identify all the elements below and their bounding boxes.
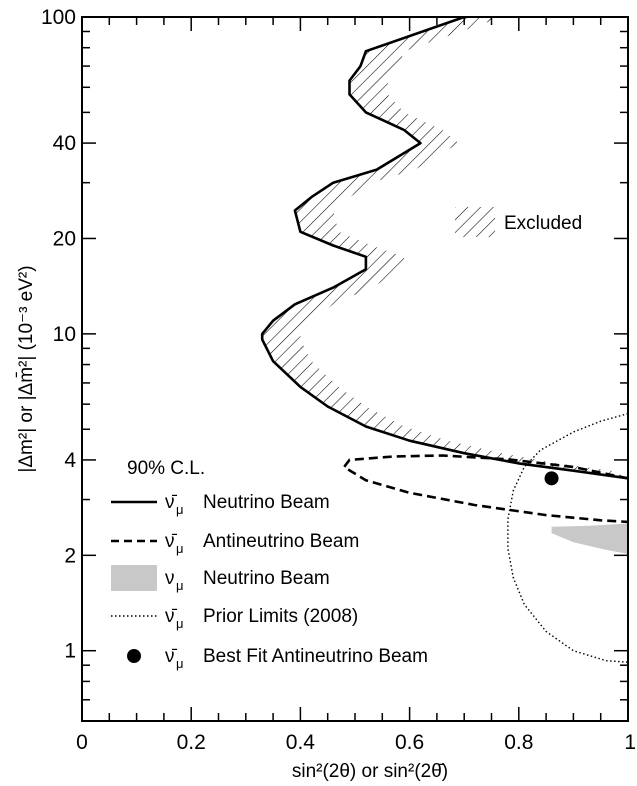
x-tick-labels: 0 0.2 0.4 0.6 0.8 1 [76,731,636,754]
legend-entry-antineutrino_beam: ν̄ μ Antineutrino Beam [111,531,359,556]
y-axis-title: |Δm²| or |Δm̄²| (10⁻³ eV²) [16,265,37,472]
legend-label: Antineutrino Beam [203,531,359,552]
legend-label: Best Fit Antineutrino Beam [203,646,428,667]
x-tick-label: 0.8 [504,731,533,754]
y-tick-labels: 1 2 4 10 20 40 100 [41,6,76,663]
legend-swatch-marker [127,649,141,663]
prior-limits-curve [507,412,628,663]
legend-entry-neutrino_beam: ν̄ μ Neutrino Beam [111,492,330,517]
series-layer [260,17,628,663]
legend-label: Neutrino Beam [203,568,330,589]
y-tick-label: 20 [53,227,76,250]
legend-subscript: μ [176,541,184,556]
legend-entry-nu_neutrino_beam: ν μ Neutrino Beam [111,565,330,593]
axis-ticks [81,16,629,722]
y-tick-label: 4 [64,449,76,472]
legend-subscript: μ [176,656,184,671]
legend-subscript: μ [176,578,184,593]
excluded-hatch-region [262,17,628,479]
best-fit-point [544,471,559,486]
y-tick-label: 40 [53,132,76,155]
excluded-band [262,17,628,479]
x-tick-label: 0.2 [177,731,206,754]
legend-symbol: ν̄ [165,492,178,513]
y-tick-label: 1 [64,640,76,663]
y-tick-label: 2 [64,544,76,567]
legend-swatch-filled [111,565,157,591]
x-tick-label: 0.4 [286,731,316,754]
excluded-label: Excluded [504,213,582,234]
excluded-swatch [455,207,495,237]
legend-symbol: ν̄ [165,606,178,627]
excluded-annotation: Excluded [455,207,582,237]
neutrino-beam-curve [260,17,628,480]
x-tick-label: 0.6 [395,731,424,754]
legend-entry-prior_limits: ν̄ μ Prior Limits (2008) [111,606,358,631]
nu-neutrino-beam-region [551,523,628,554]
y-tick-label: 100 [41,6,76,29]
x-axis-title: sin²(2θ) or sin²(2θ̄) [292,761,448,782]
x-tick-label: 0 [76,731,88,754]
antineutrino-beam-curve [342,454,628,524]
legend-label: Prior Limits (2008) [203,606,358,627]
legend-label: Neutrino Beam [203,492,330,513]
legend-subscript: μ [176,502,184,517]
legend-subscript: μ [176,616,184,631]
legend-symbol: ν [165,568,175,589]
legend-title: 90% C.L. [127,458,205,479]
x-tick-label: 1 [624,731,636,754]
legend-symbol: ν̄ [165,531,178,552]
legend-entry-best_fit: ν̄ μ Best Fit Antineutrino Beam [127,646,428,671]
y-tick-label: 10 [53,323,76,346]
legend-symbol: ν̄ [165,646,178,667]
